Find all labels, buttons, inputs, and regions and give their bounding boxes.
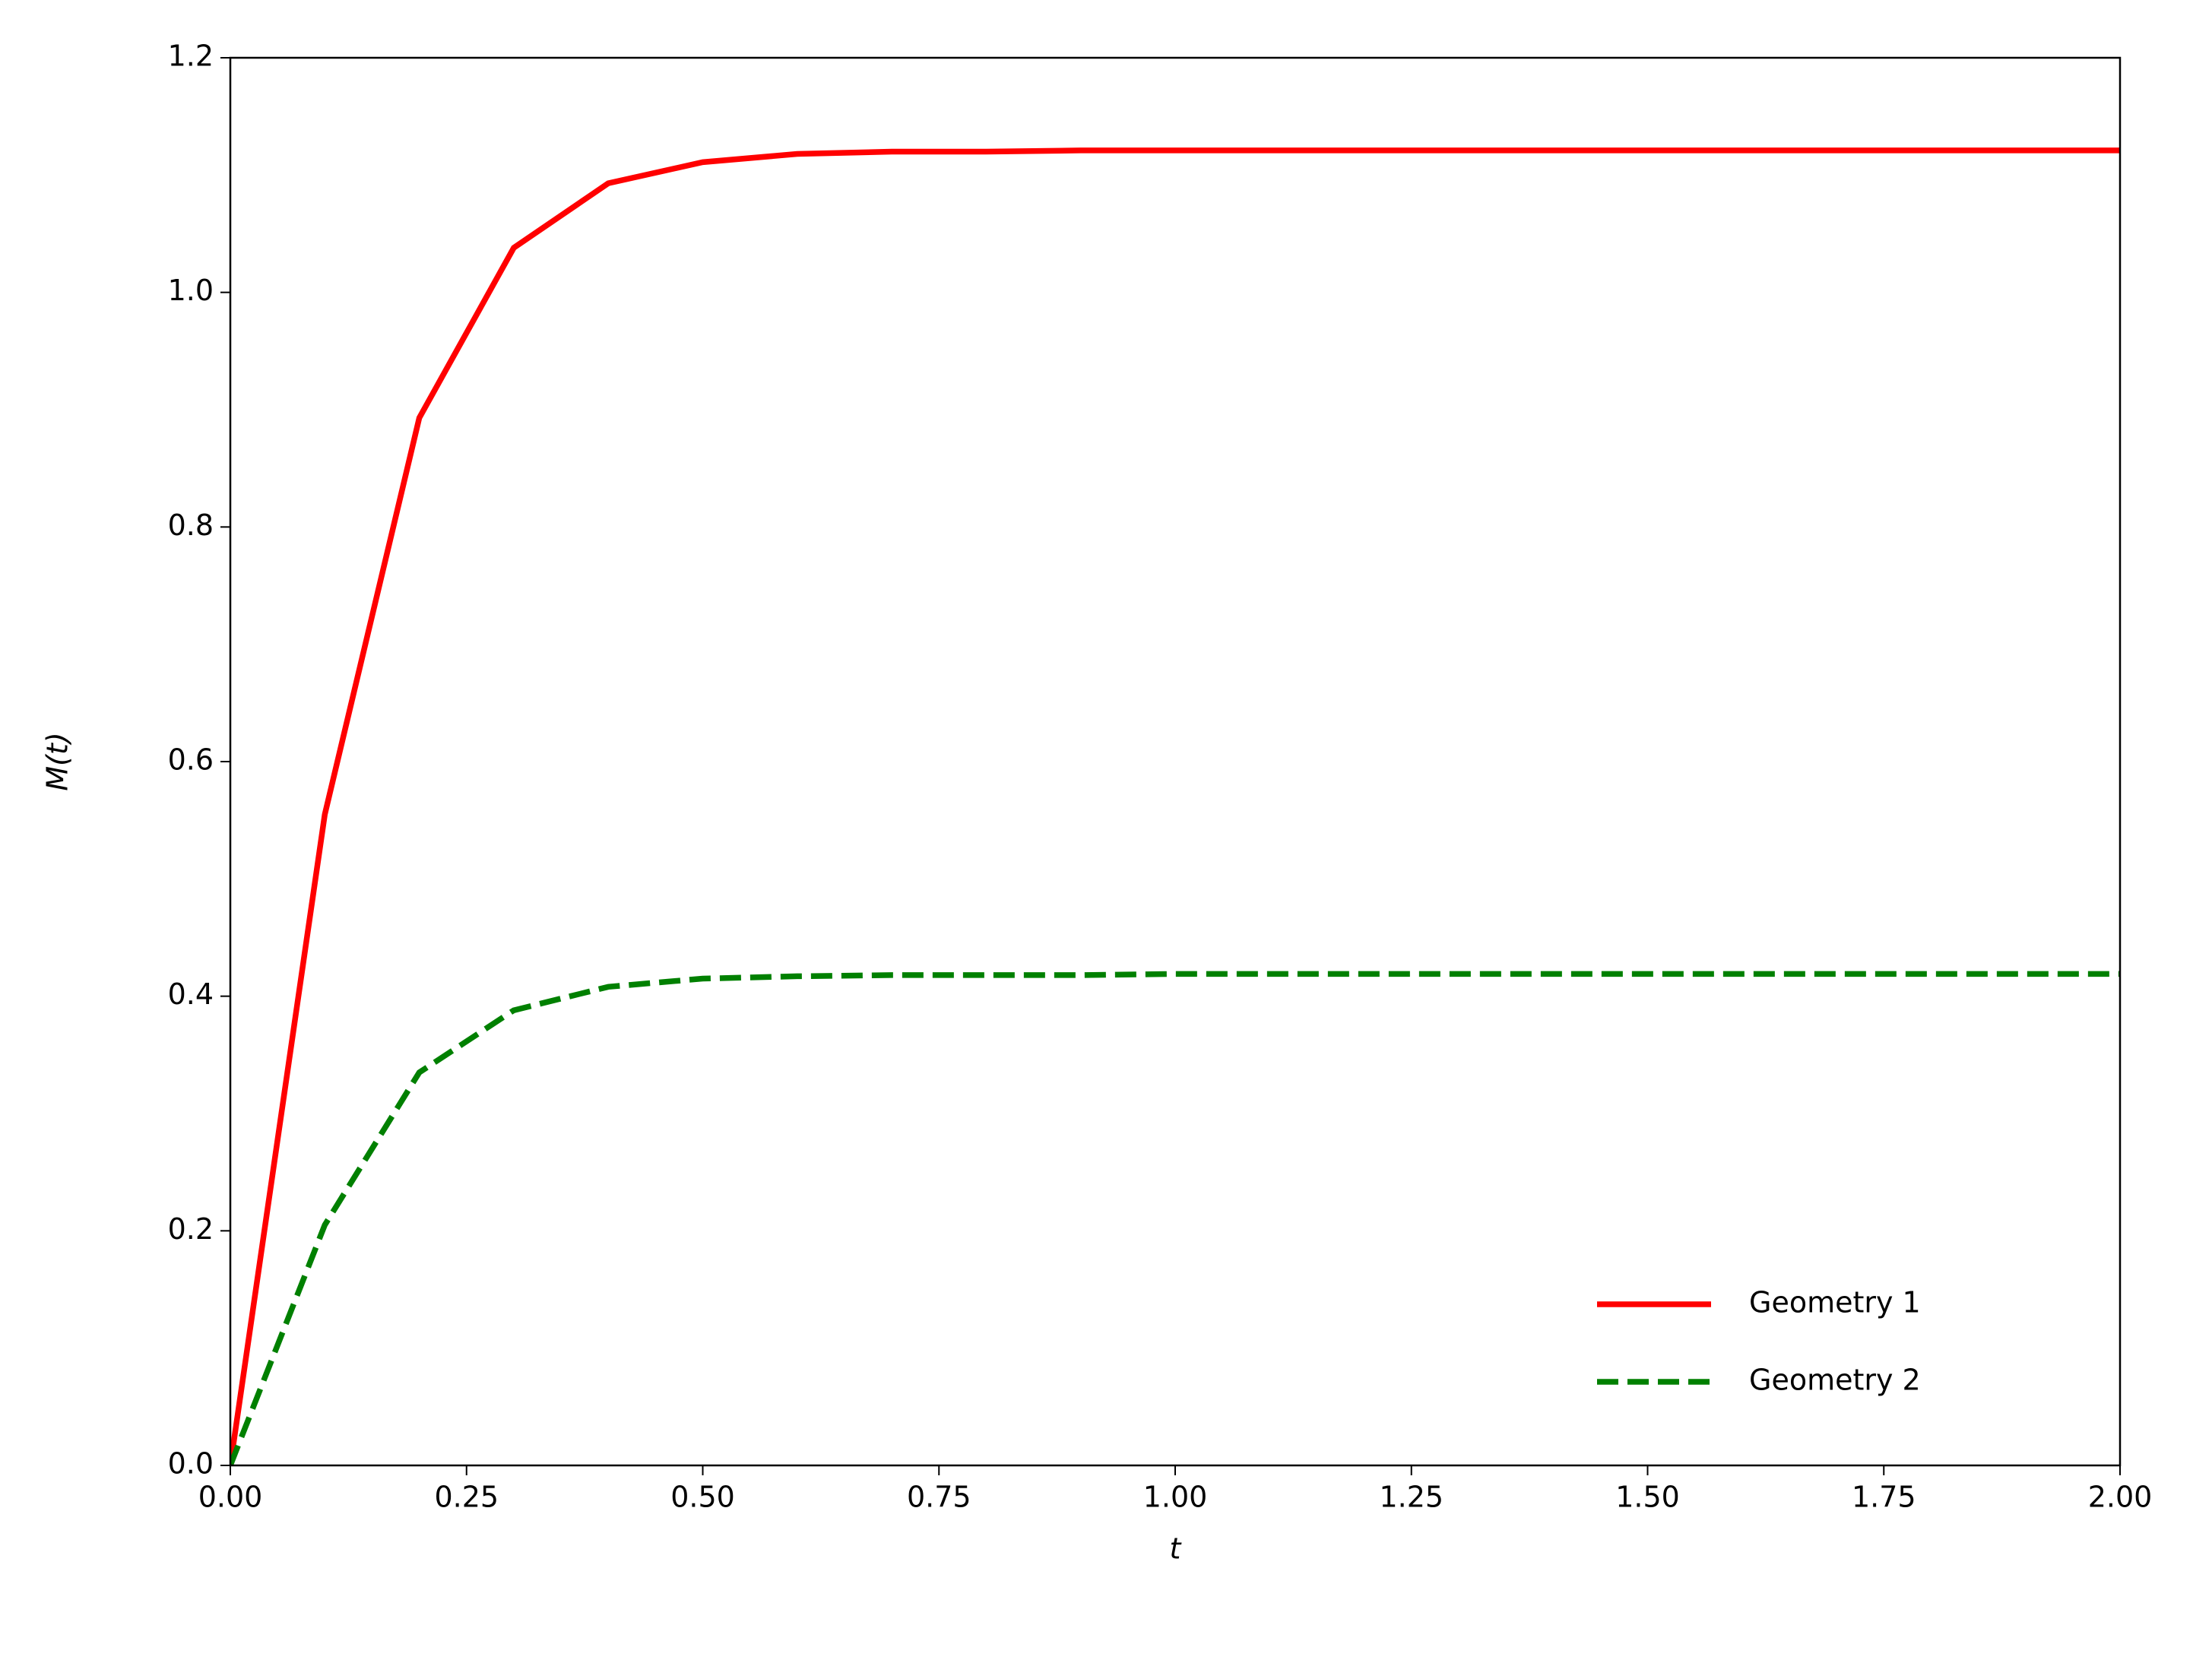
x-tick-label: 0.75 — [907, 1481, 971, 1514]
legend-label: Geometry 1 — [1749, 1286, 1921, 1319]
line — [230, 147, 2120, 1465]
x-tick-label: 0.50 — [670, 1481, 735, 1514]
y-tick-label: 0.0 — [168, 1447, 214, 1481]
x-tick-label: 1.50 — [1615, 1481, 1680, 1514]
x-tick-label: 0.25 — [434, 1481, 499, 1514]
y-tick-label: 0.6 — [168, 743, 214, 777]
y-tick-label: 0.4 — [168, 977, 214, 1011]
x-tick-label: 2.00 — [2088, 1481, 2153, 1514]
y-tick-label: 1.2 — [168, 40, 214, 73]
y-tick-label: 0.8 — [168, 508, 214, 542]
legend-label: Geometry 2 — [1749, 1364, 1921, 1397]
x-axis-label: t — [1170, 1532, 1183, 1566]
y-axis-label: M(t) — [41, 732, 74, 790]
plot-frame — [229, 56, 2122, 1467]
y-tick-label: 1.0 — [168, 274, 214, 307]
x-tick-label: 1.00 — [1143, 1481, 1208, 1514]
y-tick-label: 0.2 — [168, 1212, 214, 1246]
x-tick-label: 0.00 — [198, 1481, 263, 1514]
line — [230, 971, 2120, 1465]
x-tick-label: 1.25 — [1379, 1481, 1444, 1514]
x-tick-label: 1.75 — [1852, 1481, 1916, 1514]
